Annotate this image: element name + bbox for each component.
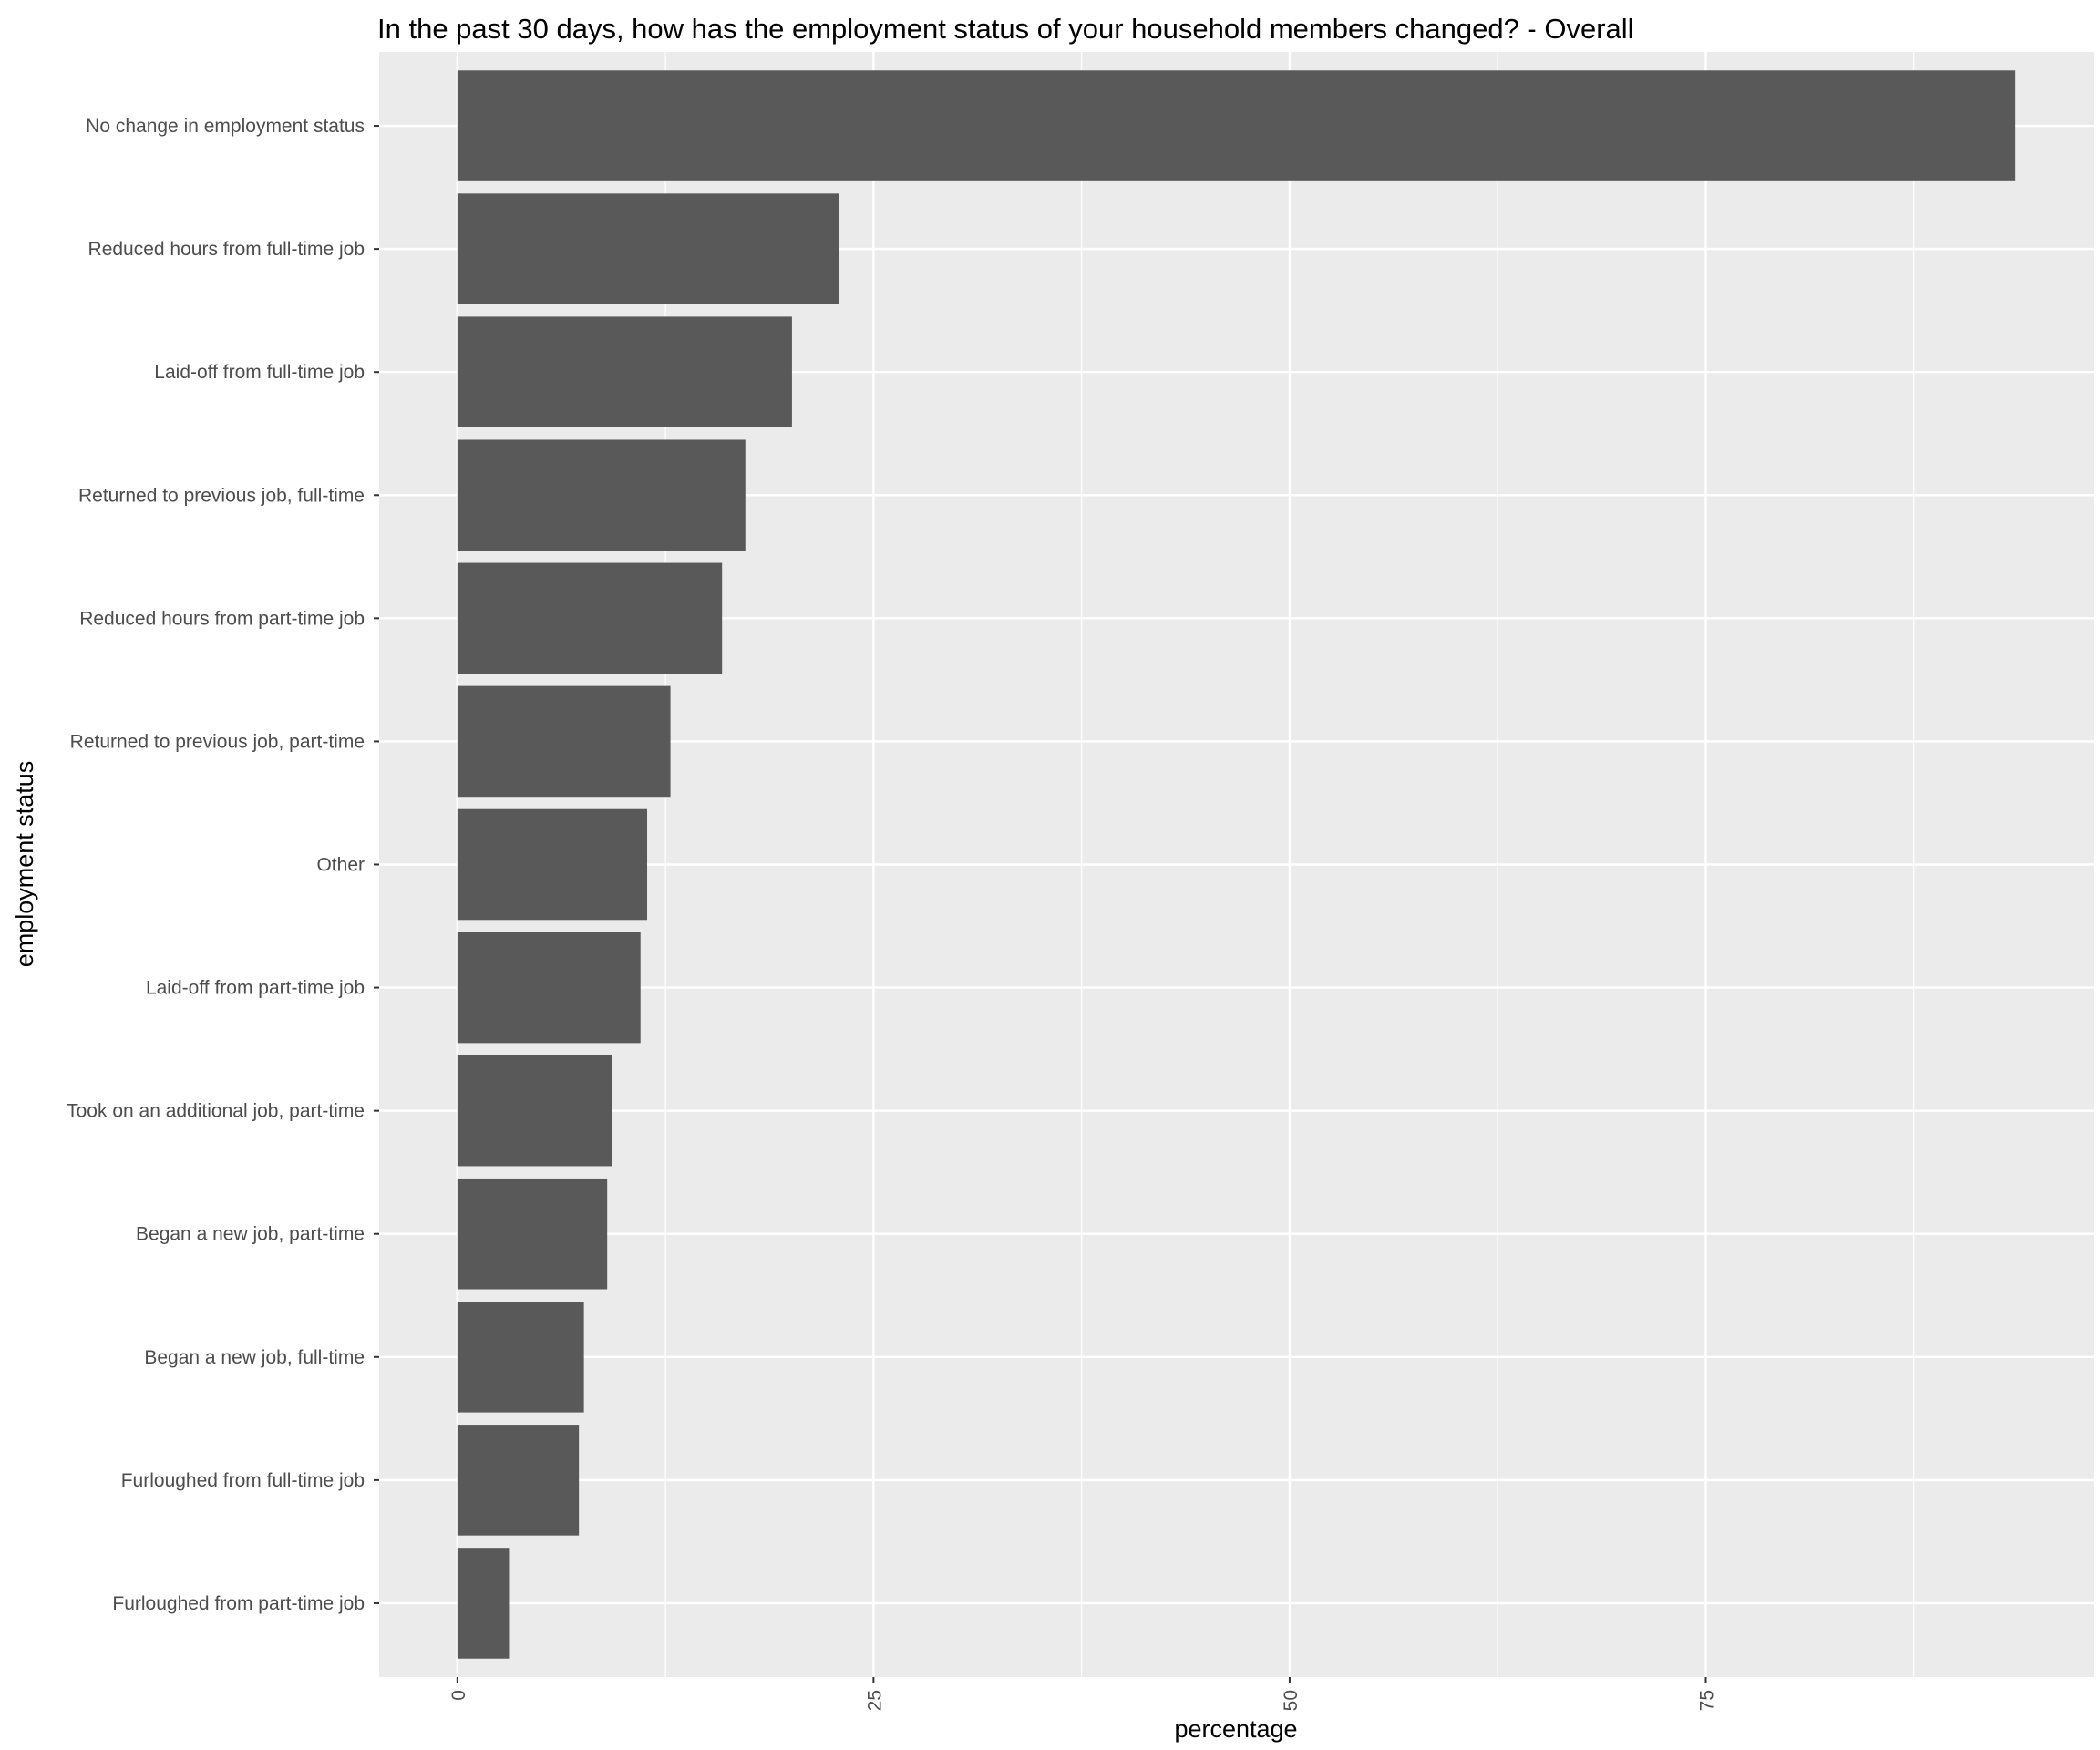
bar	[457, 685, 671, 798]
x-tick-label: 25	[864, 1690, 885, 1711]
x-tick-label: 50	[1281, 1690, 1302, 1711]
x-tick-label: 75	[1696, 1690, 1717, 1711]
bar	[457, 439, 746, 551]
y-axis-label: employment status	[11, 761, 38, 968]
bar	[457, 808, 648, 921]
bar	[457, 1055, 612, 1167]
bar	[457, 932, 641, 1044]
bar	[457, 1548, 510, 1659]
bar	[457, 1425, 580, 1536]
y-tick-label: Furloughed from part-time job	[112, 1593, 365, 1614]
y-tick-label: Took on an additional job, part-time	[67, 1101, 365, 1122]
y-tick-label: Began a new job, full-time	[144, 1347, 365, 1368]
bar	[457, 70, 2016, 181]
y-tick-label: Laid-off from part-time job	[146, 978, 365, 999]
bar	[457, 316, 792, 427]
chart-title: In the past 30 days, how has the employm…	[377, 13, 1634, 45]
y-tick-label: Furloughed from full-time job	[121, 1470, 365, 1491]
y-tick-label: Reduced hours from full-time job	[88, 239, 365, 260]
bar	[457, 193, 839, 304]
y-tick-label: Reduced hours from part-time job	[79, 608, 365, 629]
y-tick-label: Returned to previous job, part-time	[70, 731, 365, 752]
bar	[457, 1178, 608, 1290]
x-tick-label: 0	[448, 1690, 469, 1701]
y-tick-label: Returned to previous job, full-time	[78, 485, 365, 506]
y-tick-label: Began a new job, part-time	[136, 1224, 365, 1245]
x-axis-label: percentage	[1174, 1715, 1297, 1743]
bar	[457, 562, 723, 674]
y-tick-label: Other	[316, 855, 365, 876]
bar	[457, 1302, 584, 1413]
y-tick-label: Laid-off from full-time job	[154, 362, 365, 383]
y-tick-label: No change in employment status	[86, 116, 365, 137]
